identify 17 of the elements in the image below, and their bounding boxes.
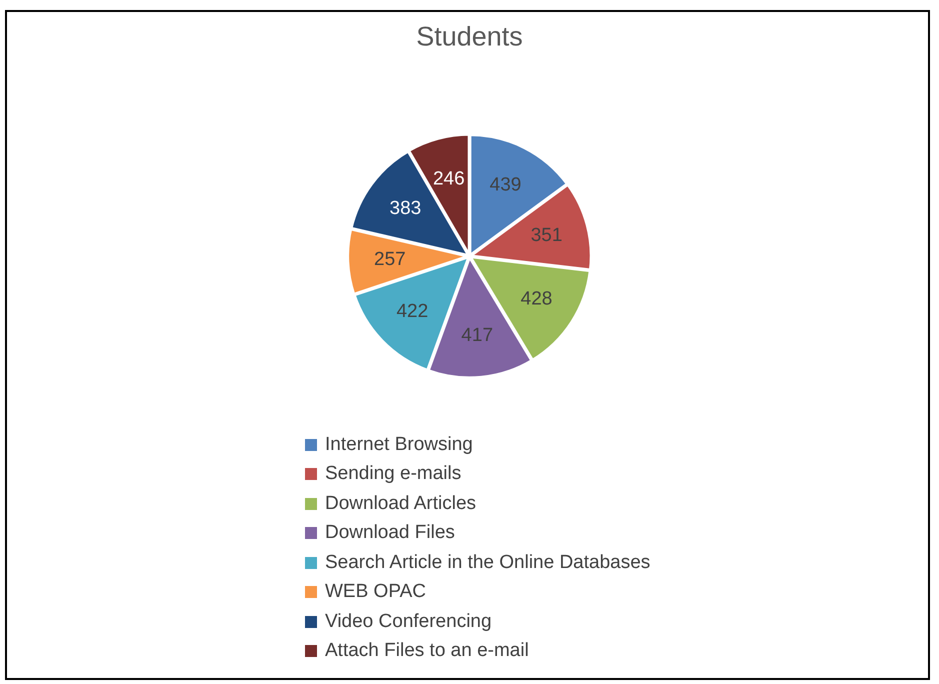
chart-title: Students [416, 22, 523, 52]
legend-label: Sending e-mails [325, 463, 462, 486]
legend-label: WEB OPAC [325, 581, 426, 604]
data-label: 422 [396, 301, 428, 322]
legend-label: Attach Files to an e-mail [325, 640, 529, 662]
data-label: 257 [374, 249, 406, 270]
legend-label: Video Conferencing [325, 610, 492, 633]
data-label: 417 [461, 324, 493, 346]
legend-label: Internet Browsing [325, 434, 473, 456]
data-label: 383 [390, 198, 422, 220]
legend-label: Download Articles [325, 492, 476, 515]
data-label: 351 [530, 225, 562, 246]
legend-label: Search Article in the Online Databases [325, 552, 650, 574]
legend-label: Download Files [325, 522, 455, 544]
data-label: 439 [490, 174, 522, 196]
data-label: 428 [520, 288, 552, 310]
data-label: 246 [432, 168, 465, 190]
